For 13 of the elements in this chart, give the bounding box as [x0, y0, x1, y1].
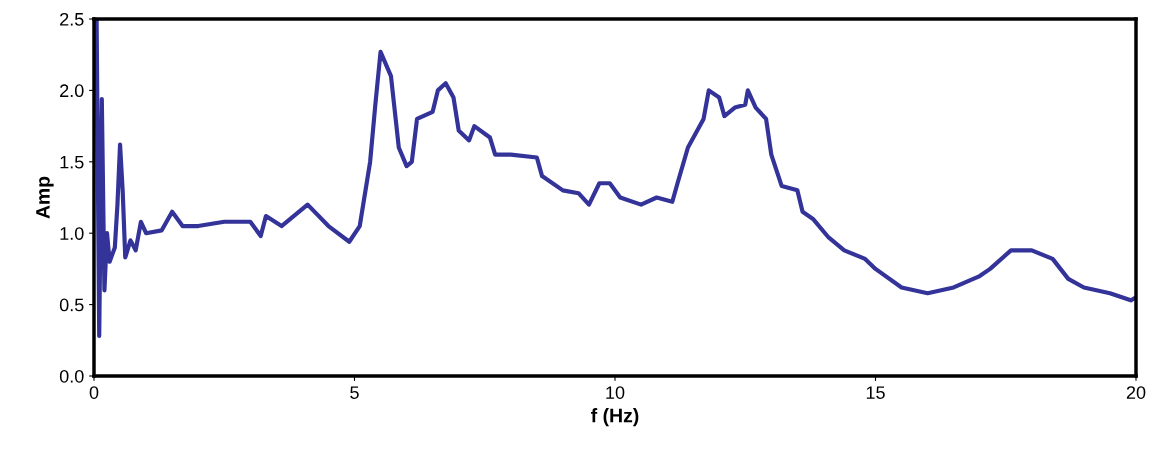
x-tick-label: 10 — [606, 386, 625, 399]
y-tick-label: 2.5 — [60, 12, 84, 26]
y-tick-label: 1.0 — [60, 227, 84, 240]
y-tick-label: 0.0 — [59, 369, 84, 383]
y-tick-label: 1.5 — [60, 155, 84, 169]
y-axis-title: Amp — [36, 176, 54, 219]
x-tick-label: 20 — [1126, 386, 1146, 399]
x-tick-label: 0 — [89, 386, 99, 399]
y-tick-label: 0.5 — [59, 298, 84, 312]
y-tick-label: 2.0 — [60, 84, 84, 98]
x-tick-label: 5 — [350, 386, 359, 399]
x-tick-label: 15 — [866, 386, 885, 399]
x-axis-title: f (Hz) — [591, 408, 639, 427]
